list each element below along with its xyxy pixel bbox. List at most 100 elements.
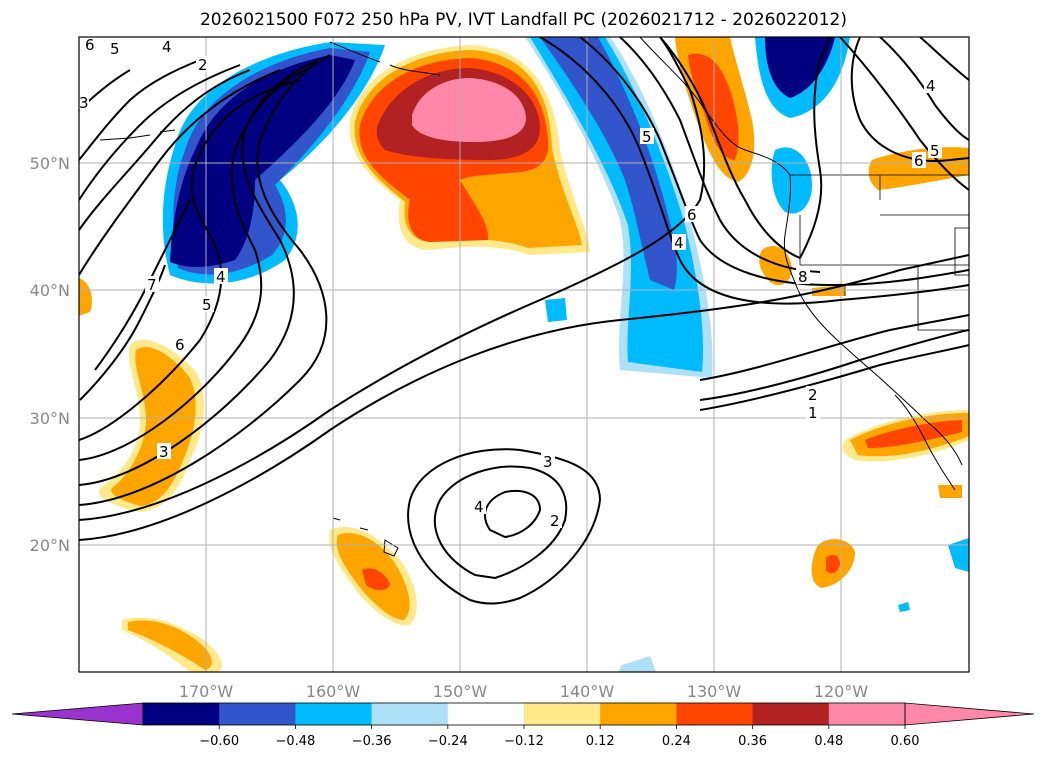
contour-label: 1 [808, 404, 818, 422]
pv-contour-subtrop-2 [407, 448, 602, 605]
colorbar-over-arrow [904, 702, 1035, 726]
lat-label-20n: 20°N [30, 536, 70, 555]
contour-label: 7 [147, 276, 157, 294]
pv-contour-19 [699, 344, 969, 411]
colorbar-segment [828, 703, 906, 725]
pv-contour-2 [79, 37, 706, 521]
pv-contour-7 [79, 69, 281, 276]
negative-anomaly-coast-mid [530, 37, 704, 372]
colorbar: −0.60 −0.48 −0.36 −0.24 −0.12 0.12 0.24 0.36 0.4… [11, 702, 1035, 749]
coast-baja [894, 394, 956, 491]
positive-anomaly-north-peak [412, 78, 526, 142]
lon-label-170w: 170°W [179, 682, 234, 701]
contour-label: 3 [543, 453, 553, 471]
positive-anomaly-west-edge [79, 278, 92, 316]
contour-label: 5 [110, 40, 120, 58]
contour-label: 2 [198, 56, 208, 74]
map-frame [78, 36, 970, 673]
negative-anomaly-small-c [618, 656, 656, 672]
coast-us-west [783, 174, 963, 466]
contour-label: 2 [808, 386, 818, 404]
negative-anomaly-tiny [898, 602, 910, 612]
contour-label: 4 [216, 268, 226, 286]
map-title: 2026021500 F072 250 hPa PV, IVT Landfall… [199, 10, 847, 30]
contour-label: 6 [85, 36, 95, 54]
negative-anomaly-bc [771, 147, 812, 214]
pv-contour-subtrop-3 [434, 465, 568, 580]
colorbar-tick-label: −0.36 [352, 734, 392, 749]
pv-contours [79, 37, 969, 605]
colorbar-segment [447, 703, 525, 725]
lat-label-50n: 50°N [30, 154, 70, 173]
colorbar-segment [219, 703, 296, 725]
negative-anomaly-coast-core [540, 37, 677, 290]
positive-anomaly-baja-peak [865, 420, 962, 448]
positive-anomaly-montana [868, 147, 969, 190]
pv-contour-5 [79, 67, 311, 461]
colorbar-tick-label: −0.60 [199, 734, 239, 749]
colorbar-tick-label: 0.60 [891, 734, 920, 749]
contour-label: 5 [930, 142, 940, 160]
colorbar-segment [752, 703, 830, 725]
positive-anomaly-bc-coast-core [688, 53, 739, 160]
contour-label: 4 [162, 38, 172, 56]
contour-labels: 6 5 4 2 3 7 5 4 6 3 5 6 4 8 2 1 3 4 2 4 … [79, 36, 942, 530]
pv-contour-21 [699, 314, 969, 381]
contour-label: 5 [642, 128, 652, 146]
contour-label: 6 [175, 336, 185, 354]
lon-label-150w: 150°W [433, 682, 488, 701]
colorbar-tick-label: −0.48 [275, 734, 315, 749]
contour-label: 5 [202, 296, 212, 314]
colorbar-segment [371, 703, 449, 725]
negative-anomaly-west-core [170, 55, 355, 267]
pv-contour-14 [539, 37, 969, 305]
contour-label: 3 [159, 443, 169, 461]
negative-anomaly-small-a [545, 298, 567, 322]
colorbar-tick-label: −0.12 [504, 734, 544, 749]
pv-contour-17 [659, 37, 801, 259]
pv-contour-ne-3 [919, 37, 969, 81]
lon-label-130w: 130°W [687, 682, 742, 701]
colorbar-tick-label: 0.12 [586, 734, 615, 749]
contour-label: 6 [687, 206, 697, 224]
colorbar-segment [600, 703, 677, 725]
alaska-peninsula [329, 41, 441, 76]
colorbar-segment [676, 703, 754, 725]
positive-anomaly-far-south-core [128, 620, 212, 670]
contour-label: 2 [550, 512, 560, 530]
pv-contour-1 [79, 254, 969, 541]
pv-contour-9 [79, 64, 241, 201]
lon-label-120w: 120°W [814, 682, 869, 701]
contour-label: 3 [79, 94, 89, 112]
lat-label-40n: 40°N [30, 281, 70, 300]
colorbar-tick-label: 0.48 [814, 734, 843, 749]
pv-contour-8 [79, 69, 251, 231]
pv-contour-subtrop-4 [484, 490, 542, 539]
lon-label-160w: 160°W [306, 682, 361, 701]
colorbar-segment [295, 703, 373, 725]
positive-anomaly-hawaii-peak [362, 568, 390, 591]
contour-label: 6 [914, 152, 924, 170]
positive-anomaly-mexico [938, 485, 962, 498]
colorbar-tick-label: 0.36 [738, 734, 767, 749]
pv-contour-18 [799, 37, 831, 259]
pv-contour-ne-1 [839, 37, 969, 191]
pv-contour-ne-2 [879, 37, 969, 141]
positive-anomaly-southwest-core [111, 347, 196, 506]
pv-contour-6 [79, 79, 301, 441]
lat-label-30n: 30°N [30, 409, 70, 428]
pv-contour-20 [699, 329, 969, 401]
colorbar-segment [524, 703, 601, 725]
colorbar-tick-label: 0.24 [662, 734, 691, 749]
colorbar-under-arrow [11, 702, 144, 726]
negative-anomaly-small-b [948, 538, 969, 572]
pv-contour-15 [579, 37, 969, 287]
longitude-labels: 170°W 160°W 150°W 140°W 130°W 120°W [179, 682, 869, 701]
colorbar-segment [143, 703, 220, 725]
positive-anomaly-east-pacific-core [826, 554, 840, 574]
colorbar-tick-label: −0.24 [428, 734, 468, 749]
latitude-labels: 50°N 40°N 30°N 20°N [30, 154, 70, 555]
positive-anomaly-oregon [759, 246, 792, 286]
contour-label: 4 [474, 498, 484, 516]
